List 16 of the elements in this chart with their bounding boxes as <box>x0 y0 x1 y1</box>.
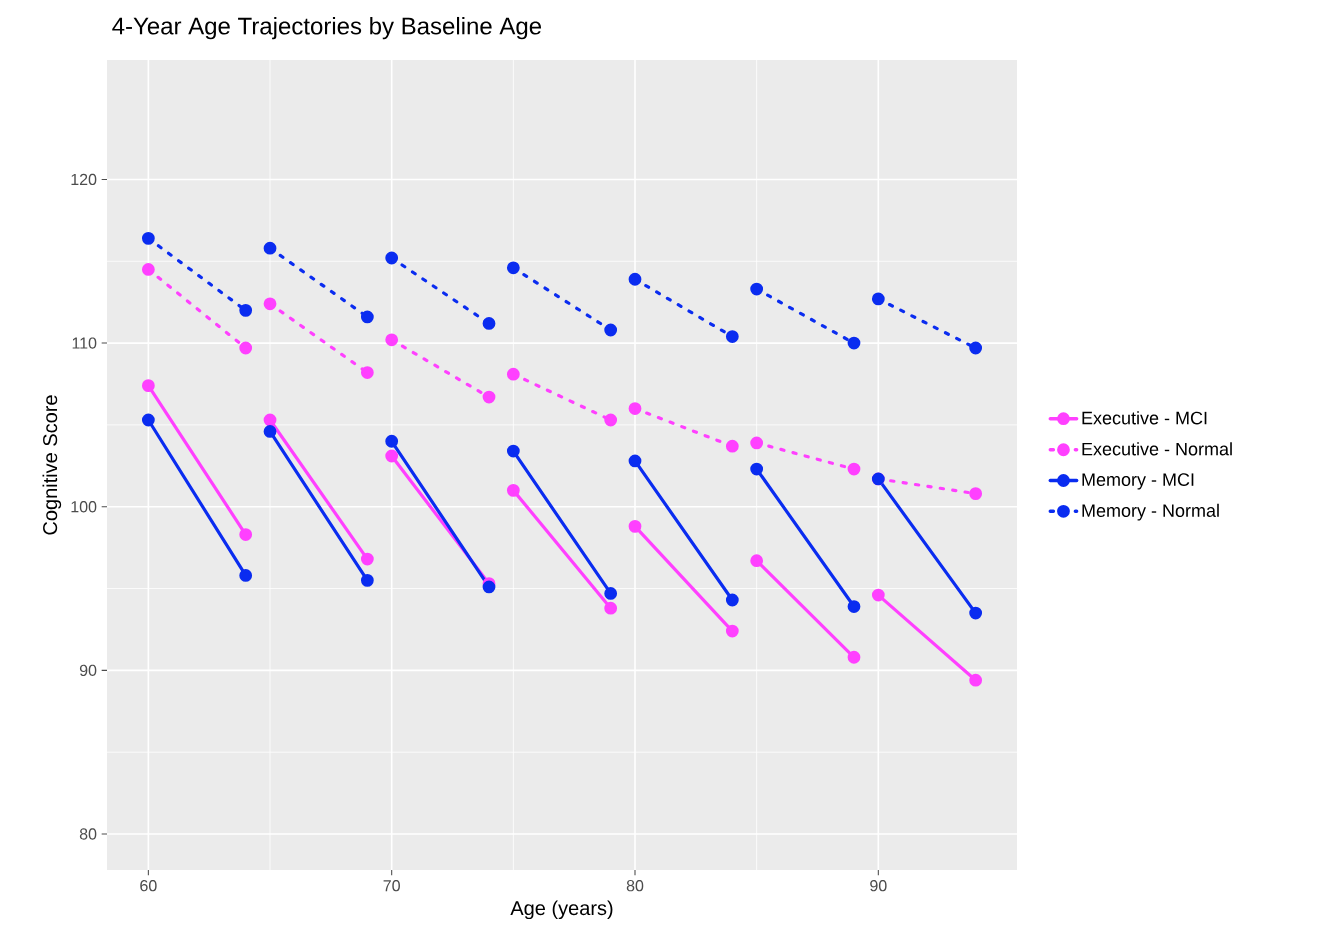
y-tick-label: 120 <box>71 173 97 186</box>
y-axis-title: Cognitive Score <box>42 395 62 535</box>
legend-label: Memory - MCI <box>1082 473 1194 490</box>
chart-title: 4-Year Age Trajectories by Baseline Age <box>112 16 542 40</box>
x-tick-label: 90 <box>870 880 887 892</box>
legend-label: Executive - Normal <box>1082 442 1232 456</box>
y-tick-label: 80 <box>79 828 97 840</box>
y-tick-label: 90 <box>79 664 97 677</box>
x-tick-label: 70 <box>383 880 400 892</box>
y-tick-label: 110 <box>72 337 97 349</box>
x-tick-label: 60 <box>140 880 157 892</box>
x-axis-title: Age (years) <box>510 900 613 920</box>
legend-label: Memory - Normal <box>1082 503 1219 521</box>
x-tick-label: 80 <box>626 880 644 892</box>
y-tick-label: 100 <box>71 501 97 513</box>
legend-label: Executive - MCI <box>1082 411 1207 425</box>
